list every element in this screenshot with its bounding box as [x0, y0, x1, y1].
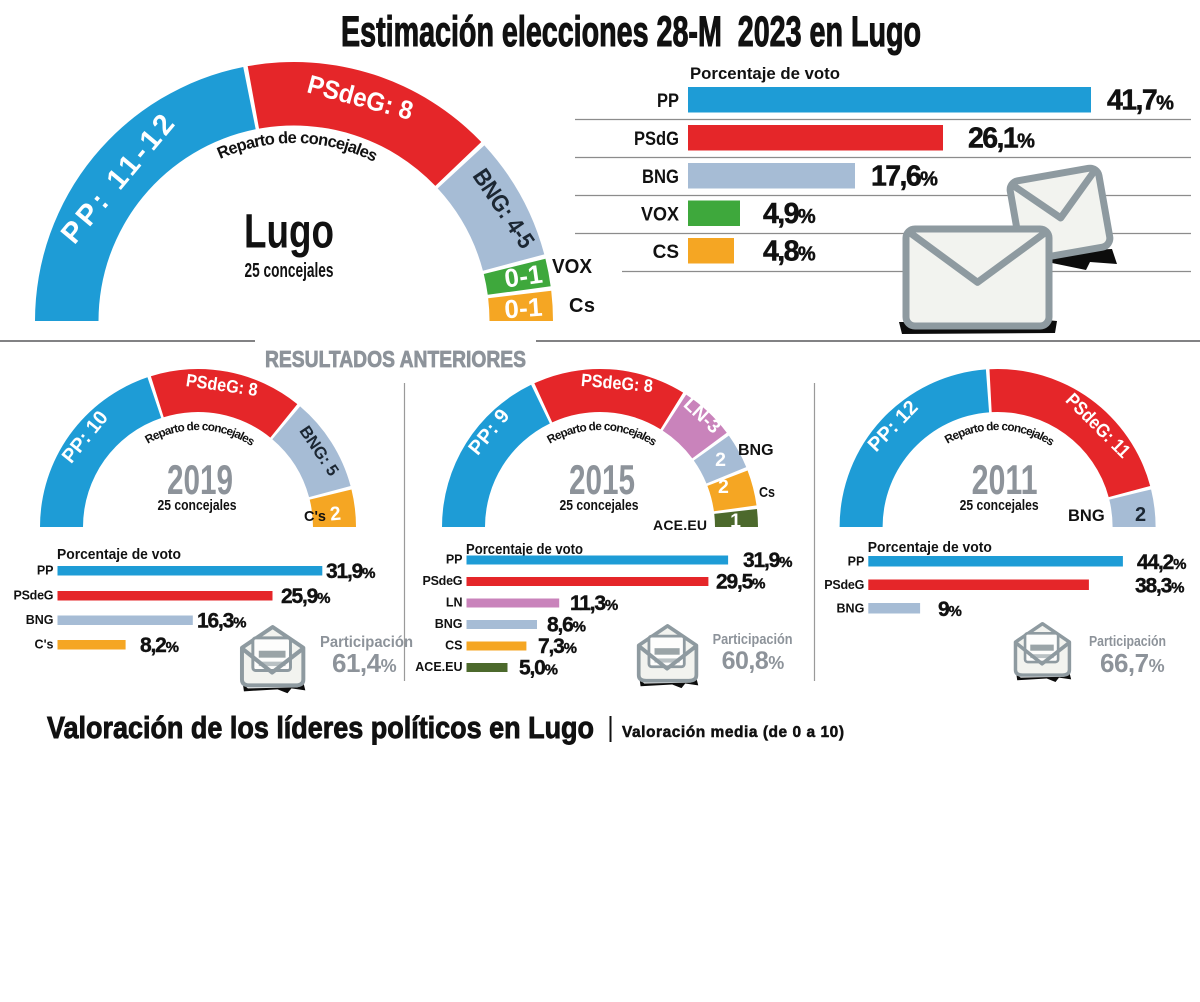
svg-text:44,2%: 44,2%	[1137, 551, 1186, 574]
svg-text:2015: 2015	[569, 456, 635, 503]
svg-text:25 concejales: 25 concejales	[560, 497, 639, 514]
svg-text:PSdG: PSdG	[634, 129, 679, 150]
svg-text:CS: CS	[445, 639, 462, 653]
svg-text:0-1: 0-1	[502, 259, 544, 294]
svg-text:PP: PP	[848, 555, 865, 569]
svg-text:Participación: Participación	[713, 631, 793, 648]
svg-text:38,3%: 38,3%	[1135, 575, 1184, 598]
svg-text:PSdeG: PSdeG	[14, 589, 54, 603]
svg-text:PSdeG: PSdeG	[824, 578, 864, 592]
svg-text:BNG: BNG	[738, 442, 774, 459]
svg-text:31,9%: 31,9%	[743, 549, 792, 572]
svg-text:RESULTADOS ANTERIORES: RESULTADOS ANTERIORES	[265, 346, 526, 372]
svg-text:25 concejales: 25 concejales	[960, 497, 1039, 514]
svg-text:8,6%: 8,6%	[547, 614, 586, 637]
svg-text:25 concejales: 25 concejales	[158, 497, 237, 514]
svg-text:CS: CS	[653, 242, 679, 263]
svg-text:VOX: VOX	[641, 205, 679, 226]
svg-text:2011: 2011	[972, 456, 1038, 503]
svg-text:PSdeG: PSdeG	[423, 574, 463, 588]
svg-text:ACE.EU: ACE.EU	[415, 660, 462, 674]
svg-text:11,3%: 11,3%	[570, 592, 618, 615]
svg-text:0-1: 0-1	[503, 292, 543, 325]
svg-text:7,3%: 7,3%	[538, 635, 577, 658]
svg-text:Estimación elecciones 28-M 20: Estimación elecciones 28-M 2023 en Lugo	[341, 8, 921, 56]
svg-text:2: 2	[1135, 504, 1146, 526]
svg-text:ACE.EU: ACE.EU	[653, 517, 707, 533]
svg-text:25 concejales: 25 concejales	[245, 260, 334, 282]
svg-text:Cs: Cs	[759, 484, 775, 501]
svg-text:2: 2	[718, 476, 729, 498]
svg-text:8,2%: 8,2%	[140, 634, 179, 657]
svg-text:5,0%: 5,0%	[519, 657, 558, 680]
svg-text:Porcentaje de voto: Porcentaje de voto	[868, 539, 992, 556]
svg-text:VOX: VOX	[552, 256, 593, 278]
svg-text:Porcentaje de voto: Porcentaje de voto	[466, 541, 583, 558]
svg-text:2019: 2019	[167, 456, 233, 503]
svg-text:31,9%: 31,9%	[326, 560, 375, 583]
svg-text:26,1%: 26,1%	[968, 123, 1035, 155]
svg-text:BNG: BNG	[837, 602, 865, 616]
svg-text:BNG: BNG	[435, 617, 463, 631]
svg-text:Cs: Cs	[569, 295, 595, 317]
svg-text:25,9%: 25,9%	[281, 585, 330, 608]
svg-text:PP: PP	[446, 553, 463, 567]
svg-text:BNG: BNG	[642, 167, 679, 188]
svg-text:Porcentaje de voto: Porcentaje de voto	[690, 64, 840, 83]
svg-text:C's: C's	[35, 638, 54, 652]
svg-text:LN: LN	[446, 596, 463, 610]
svg-text:Valoración de los líderes polí: Valoración de los líderes políticos en L…	[47, 710, 594, 745]
svg-text:61,4%: 61,4%	[332, 648, 397, 678]
svg-text:Lugo: Lugo	[244, 206, 334, 259]
svg-text:Participación: Participación	[320, 634, 413, 651]
svg-text:PP: PP	[657, 91, 679, 112]
svg-text:Participación: Participación	[1089, 633, 1166, 650]
svg-text:PP: PP	[37, 564, 54, 578]
svg-text:9%: 9%	[938, 598, 961, 621]
svg-text:BNG: BNG	[1068, 507, 1105, 525]
svg-text:16,3%: 16,3%	[197, 610, 246, 633]
svg-text:Valoración media (de 0 a 10): Valoración media (de 0 a 10)	[622, 724, 844, 741]
svg-text:2: 2	[329, 503, 342, 526]
svg-text:C's: C's	[304, 508, 326, 525]
svg-text:BNG: BNG	[26, 613, 54, 627]
svg-text:2: 2	[715, 449, 726, 471]
svg-text:Porcentaje de voto: Porcentaje de voto	[57, 546, 181, 563]
svg-text:29,5%: 29,5%	[716, 571, 765, 594]
svg-text:1: 1	[730, 510, 741, 532]
